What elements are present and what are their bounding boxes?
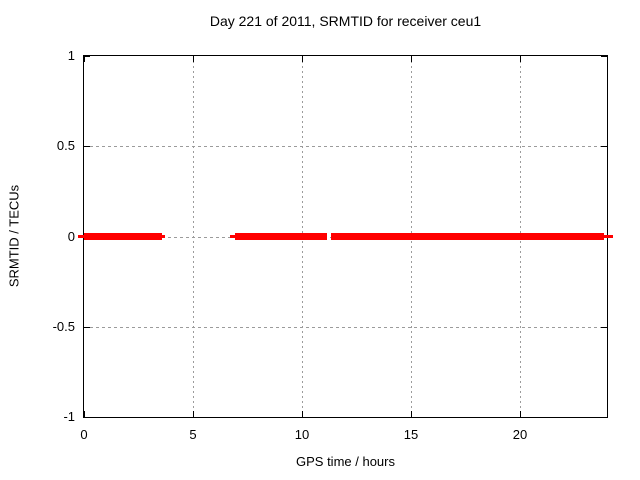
plot-area [78, 55, 613, 418]
gridline-horizontal [84, 327, 607, 328]
y-tick-mark-right [601, 327, 607, 328]
x-tick-mark-bottom [84, 411, 85, 417]
x-tick-mark-top [193, 56, 194, 62]
y-tick-mark-left [84, 327, 90, 328]
y-tick-mark-right [601, 417, 607, 418]
y-tick-label: 1 [67, 48, 75, 63]
y-tick-label: -1 [63, 409, 75, 424]
gridline-vertical [193, 56, 194, 417]
data-series-thin-mark [604, 235, 613, 238]
data-series-thin-mark [230, 235, 236, 238]
x-tick-mark-bottom [520, 411, 521, 417]
y-tick-mark-left [84, 56, 90, 57]
y-tick-mark-right [601, 56, 607, 57]
y-tick-mark-right [601, 146, 607, 147]
x-tick-mark-bottom [302, 411, 303, 417]
x-tick-mark-top [302, 56, 303, 62]
x-tick-mark-bottom [193, 411, 194, 417]
y-tick-label: -0.5 [52, 319, 75, 334]
data-series-segment [331, 233, 604, 240]
data-series-segment [235, 233, 327, 240]
gridline-horizontal [84, 146, 607, 147]
x-tick-label: 20 [512, 427, 528, 442]
y-tick-label: 0 [67, 229, 75, 244]
y-tick-mark-left [84, 146, 90, 147]
x-tick-mark-top [411, 56, 412, 62]
y-axis-label: SRMTID / TECUs [6, 184, 22, 288]
y-tick-mark-left [84, 417, 90, 418]
x-tick-mark-top [520, 56, 521, 62]
y-tick-label: 0.5 [56, 138, 75, 153]
x-tick-label: 15 [403, 427, 419, 442]
x-axis-label: GPS time / hours [296, 454, 395, 469]
x-tick-label: 10 [294, 427, 310, 442]
x-tick-label: 0 [80, 427, 88, 442]
x-tick-mark-top [84, 56, 85, 62]
chart-title: Day 221 of 2011, SRMTID for receiver ceu… [209, 13, 482, 29]
x-tick-label: 5 [189, 427, 197, 442]
x-tick-mark-bottom [411, 411, 412, 417]
data-series-segment [84, 233, 162, 240]
data-series-thin-mark [78, 235, 85, 238]
data-series-thin-mark [161, 235, 165, 238]
